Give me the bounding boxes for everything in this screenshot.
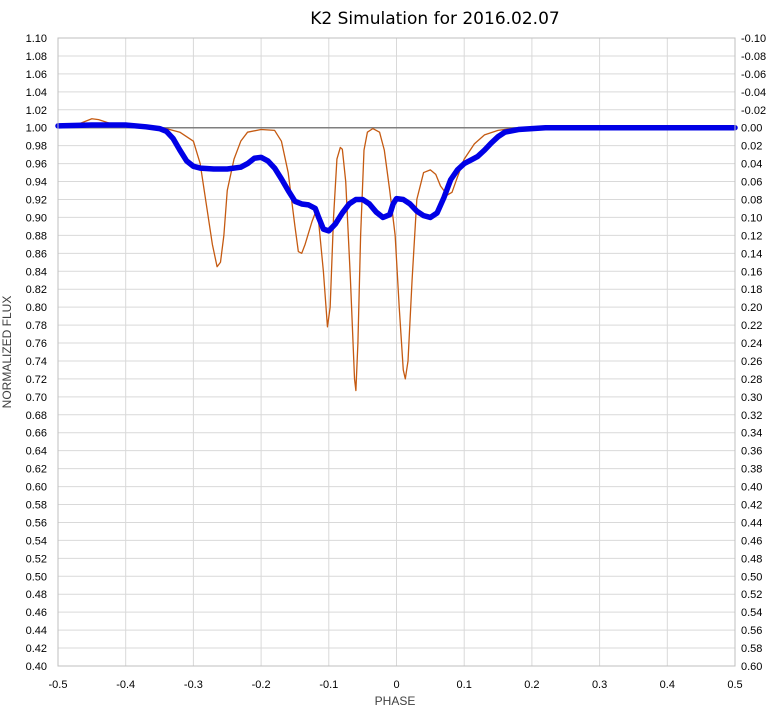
y-tick-label: 0.64: [26, 446, 47, 458]
y2-tick-label: -0.02: [741, 105, 766, 117]
y-tick-label: 0.44: [26, 625, 47, 637]
y-tick-label: 0.42: [26, 643, 47, 655]
y-tick-label: 0.70: [26, 392, 47, 404]
y2-tick-label: 0.22: [741, 320, 762, 332]
x-axis-ticks: -0.5 -0.4 -0.3 -0.2 -0.1 0 0.1 0.2 0.3 0.4 0.5: [49, 679, 743, 691]
y2-tick-label: 0.12: [741, 230, 762, 242]
y2-tick-label: 0.04: [741, 159, 762, 171]
y2-tick-label: 0.52: [741, 589, 762, 601]
y-tick-label: 0.96: [26, 159, 47, 171]
y-tick-label: 1.00: [26, 123, 47, 135]
y2-tick-label: -0.06: [741, 69, 766, 81]
y-tick-label: 0.68: [26, 410, 47, 422]
y-tick-label: 0.84: [26, 266, 47, 278]
x-tick-label: 0: [393, 679, 399, 691]
y-tick-label: 0.88: [26, 230, 47, 242]
plot-border: [57, 37, 736, 667]
x-tick-label: 0.2: [524, 679, 539, 691]
grid-lines: [57, 37, 736, 667]
chart-title: K2 Simulation for 2016.02.07: [310, 9, 559, 29]
y-tick-label: 0.52: [26, 553, 47, 565]
x-tick-label: -0.1: [319, 679, 338, 691]
y2-tick-label: 0.38: [741, 464, 762, 476]
simulated-flux-series-line: [57, 118, 736, 392]
y-tick-label: 0.82: [26, 284, 47, 296]
y2-tick-label: 0.56: [741, 625, 762, 637]
y-tick-label: 1.08: [26, 51, 47, 63]
x-tick-label: -0.4: [116, 679, 135, 691]
y-tick-label: 1.10: [26, 33, 47, 45]
y-tick-label: 0.48: [26, 589, 47, 601]
y-tick-label: 0.72: [26, 374, 47, 386]
y-axis-label: NORMALIZED FLUX: [0, 296, 14, 409]
y2-tick-label: -0.08: [741, 51, 766, 63]
series-layer: [55, 118, 738, 392]
x-axis-label: PHASE: [375, 694, 416, 708]
y2-tick-label: 0.14: [741, 248, 762, 260]
y-tick-label: 0.58: [26, 500, 47, 512]
y2-tick-label: 0.08: [741, 194, 762, 206]
y-tick-label: 0.74: [26, 356, 47, 368]
y-tick-label: 1.02: [26, 105, 47, 117]
x-tick-label: -0.5: [49, 679, 68, 691]
y-tick-label: 0.86: [26, 248, 47, 260]
x-tick-label: 0.5: [727, 679, 742, 691]
plot-frame: [57, 37, 736, 667]
y2-tick-label: 0.16: [741, 266, 762, 278]
y2-tick-label: 0.10: [741, 212, 762, 224]
y-tick-label: 0.92: [26, 194, 47, 206]
y-axis-right-ticks: -0.10 -0.08 -0.06 -0.04 -0.02 0.00 0.02 0.04 0.0…: [741, 33, 766, 673]
y2-tick-label: 0.36: [741, 446, 762, 458]
x-tick-label: 0.3: [592, 679, 607, 691]
y2-tick-label: 0.20: [741, 302, 762, 314]
y2-tick-label: 0.30: [741, 392, 762, 404]
y2-tick-label: 0.06: [741, 177, 762, 189]
y2-tick-label: -0.10: [741, 33, 766, 45]
y-tick-label: 0.90: [26, 212, 47, 224]
y2-tick-label: 0.48: [741, 553, 762, 565]
model-flux-series-line: [55, 122, 738, 234]
y2-tick-label: 0.34: [741, 428, 762, 440]
y2-tick-label: 0.46: [741, 535, 762, 547]
y2-tick-label: 0.42: [741, 500, 762, 512]
y-tick-label: 0.80: [26, 302, 47, 314]
y-tick-label: 0.40: [26, 661, 47, 673]
x-tick-label: 0.4: [660, 679, 675, 691]
y-tick-label: 0.60: [26, 482, 47, 494]
y2-tick-label: 0.26: [741, 356, 762, 368]
y-tick-label: 0.98: [26, 141, 47, 153]
y2-tick-label: 0.44: [741, 517, 762, 529]
y-tick-label: 1.04: [26, 87, 47, 99]
y2-tick-label: 0.32: [741, 410, 762, 422]
y2-tick-label: 0.02: [741, 141, 762, 153]
y-tick-label: 0.50: [26, 571, 47, 583]
x-tick-label: -0.3: [184, 679, 203, 691]
y2-tick-label: 0.18: [741, 284, 762, 296]
y2-tick-label: 0.50: [741, 571, 762, 583]
y-tick-label: 0.54: [26, 535, 47, 547]
y-tick-label: 0.94: [26, 177, 47, 189]
y-tick-label: 0.56: [26, 517, 47, 529]
y2-tick-label: 0.28: [741, 374, 762, 386]
x-tick-label: 0.1: [457, 679, 472, 691]
y-axis-left-ticks: 1.10 1.08 1.06 1.04 1.02 1.00 0.98 0.96 0.94 0.92…: [26, 33, 47, 673]
y2-tick-label: -0.04: [741, 87, 766, 99]
y-tick-label: 0.66: [26, 428, 47, 440]
y2-tick-label: 0.24: [741, 338, 762, 350]
y-tick-label: 0.62: [26, 464, 47, 476]
y-tick-label: 1.06: [26, 69, 47, 81]
y2-tick-label: 0.60: [741, 661, 762, 673]
y2-tick-label: 0.58: [741, 643, 762, 655]
y-tick-label: 0.78: [26, 320, 47, 332]
y2-tick-label: 0.00: [741, 123, 762, 135]
y-tick-label: 0.76: [26, 338, 47, 350]
x-tick-label: -0.2: [252, 679, 271, 691]
y2-tick-label: 0.40: [741, 482, 762, 494]
y-tick-label: 0.46: [26, 607, 47, 619]
y2-tick-label: 0.54: [741, 607, 762, 619]
